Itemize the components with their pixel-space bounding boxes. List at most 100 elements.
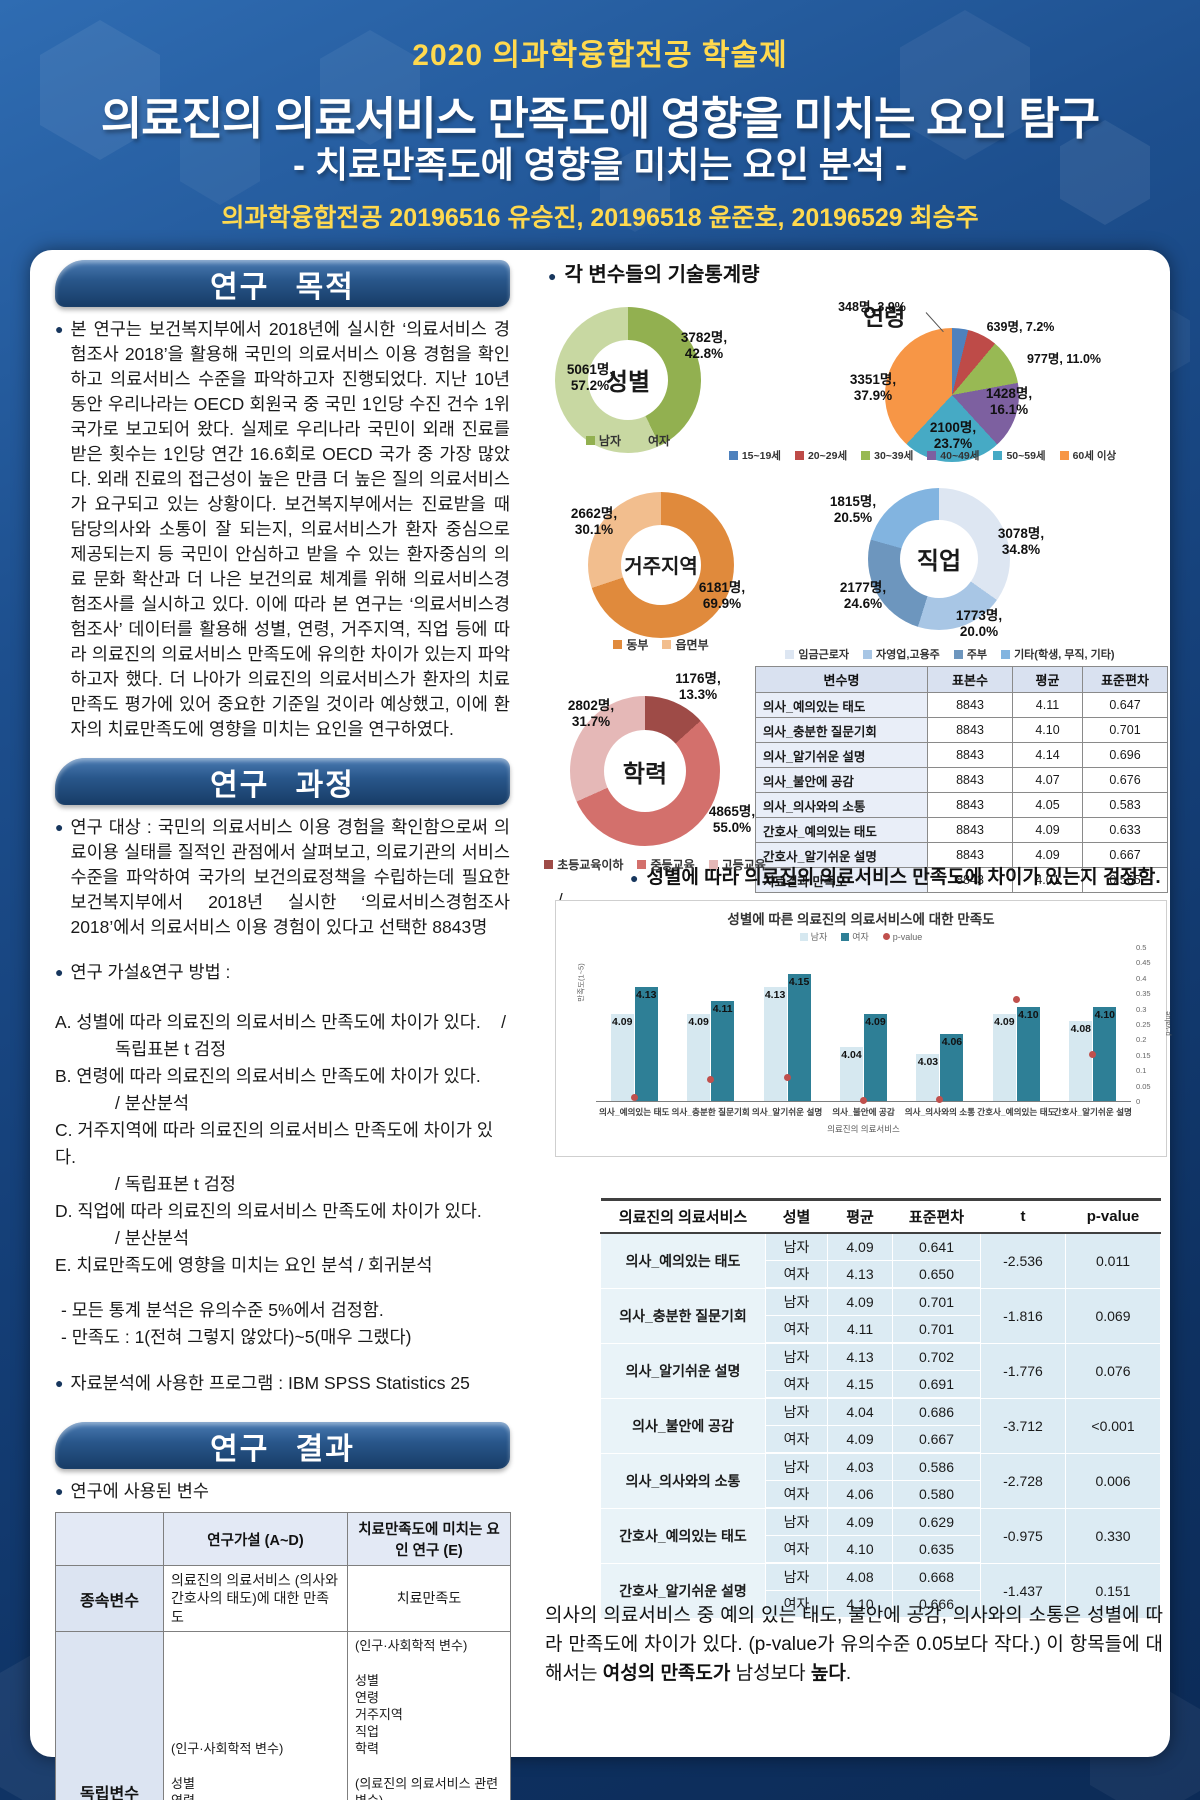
ttest-sd-cell: 0.586: [892, 1452, 981, 1481]
table-row: 치료결과 만족도 8843 4.01 0.565: [755, 867, 1168, 893]
age-label-20~29세: 639명, 7.2%: [986, 320, 1055, 334]
table-row: 독립변수 (인구·사회학적 변수) 성별 연령 거주지역 직업 (인구·사회학적…: [55, 1631, 511, 1800]
ttest-t-cell: -2.728: [980, 1452, 1066, 1509]
table-row: 간호사_알기쉬운 설명 8843 4.09 0.667: [755, 842, 1168, 868]
job-legend-item: 주부: [953, 646, 987, 662]
hypothesis-c-slash: [506, 1117, 510, 1171]
legend-item-label: 초등교육이하: [557, 858, 624, 872]
study-subject-text: 연구 대상 : 국민의 의료서비스 이용 경험을 확인함으로써 의료이용 실태를…: [70, 817, 510, 937]
variables-table-col2-header: 치료만족도에 미치는 요인 연구 (E): [347, 1512, 511, 1566]
residence-title: 거주지역: [624, 556, 698, 579]
ttest-header-cell: p-value: [1065, 1198, 1161, 1234]
label-line: 55.0%: [712, 820, 752, 836]
label-line: 42.8%: [684, 346, 724, 362]
bar-chart-title: 성별에 따른 의료진의 의료서비스에 대한 만족도: [727, 912, 995, 927]
ttest-t-cell: -0.975: [980, 1507, 1066, 1564]
pvalue-dot: [936, 1095, 944, 1103]
descriptive-stats-table: 변수명 표본수 평균 표준편차 의사_예의있는 태도 8843 4.11 0.647 의사_충분…: [755, 666, 1168, 893]
ttest-variable-cell: 의사_불안에 공감: [600, 1397, 766, 1454]
legend-swatch-icon: [799, 932, 808, 941]
legend-item-label: 15~19세: [741, 450, 781, 462]
left-column: 연구 목적 ● 본 연구는 보건복지부에서 2018년에 실시한 ‘의료서비스 …: [55, 260, 511, 1800]
desc-value-cell: 4.14: [1012, 742, 1083, 768]
legend-swatch-icon: [613, 640, 623, 649]
desc-variable-cell: 간호사_알기쉬운 설명: [755, 842, 928, 868]
ttest-p-cell: 0.011: [1065, 1232, 1161, 1289]
desc-value-cell: 8843: [927, 792, 1013, 818]
bar-value-label: 4.06: [941, 1036, 963, 1048]
note-significance: - 모든 통계 분석은 유의수준 5%에서 검정함.: [61, 1300, 384, 1320]
hypothesis-d-text: D. 직업에 따라 의료진의 의료서비스 만족도에 차이가 있다.: [55, 1201, 482, 1221]
ttest-sd-cell: 0.666: [892, 1590, 981, 1619]
right-axis-tick: 0.4: [1136, 973, 1147, 983]
ttest-gender-cell: 여자: [765, 1260, 828, 1289]
bar-value-label: 4.08: [1070, 1022, 1091, 1035]
legend-swatch-icon: [662, 640, 672, 649]
pvalue-dot: [783, 1074, 791, 1082]
methods-label-row: ● 연구 가설&연구 방법 :: [55, 960, 510, 985]
gender-title: 성별: [605, 369, 651, 397]
ttest-sd-cell: 0.667: [892, 1425, 981, 1454]
right-axis-label: p-value: [1162, 1011, 1172, 1036]
ttest-sd-cell: 0.701: [892, 1315, 981, 1344]
bar-value-label: 4.10: [1094, 1009, 1115, 1022]
label-line: 4865명,: [708, 804, 756, 819]
bar-여자-의사_불안에 공감: [864, 1013, 887, 1101]
ttest-p-cell: 0.069: [1065, 1287, 1161, 1344]
category-label: 의사_알기쉬운 설명: [751, 1107, 823, 1117]
label-line: 69.9%: [702, 596, 742, 612]
residence-label-동부: 6181명, 69.9%: [680, 580, 764, 613]
conclusion-seg: 남성보다: [730, 1662, 811, 1684]
right-axis-tick: 0.35: [1136, 989, 1151, 999]
gender-label-여자: 5061명, 57.2%: [550, 362, 630, 395]
label-line: 13.3%: [678, 687, 718, 703]
age-legend-item: 60세 이상: [1059, 448, 1116, 463]
label-line: 57.2%: [570, 378, 610, 394]
ttest-mean-cell: 4.11: [827, 1315, 893, 1344]
ttest-mean-cell: 4.09: [827, 1287, 893, 1316]
gender-pie: 성별: [555, 307, 701, 453]
hypothesis-d-slash: [506, 1198, 510, 1225]
bar-남자-의사_불안에 공감: [840, 1047, 863, 1101]
bullet-icon: ●: [55, 819, 64, 835]
ttest-gender-cell: 여자: [765, 1370, 828, 1399]
table-row: 여자 4.09 0.667: [601, 1425, 1161, 1454]
label-line: 6181명,: [698, 580, 746, 595]
category-label: 의사_충분한 질문기회: [671, 1107, 750, 1117]
variables-table-corner: [55, 1512, 164, 1566]
ttest-table: 의료진의 의료서비스 성별 평균 표준편차 t p-value 의사_예의있는 태도 남자 4.…: [600, 1198, 1161, 1619]
gender-legend-item: 여자: [635, 432, 670, 449]
desc-table-header-cell: 변수명: [755, 666, 928, 693]
table-row: 여자 4.10 0.635: [601, 1535, 1161, 1564]
ttest-gender-cell: 여자: [765, 1590, 828, 1619]
age-legend-item: 50~59세: [993, 448, 1046, 463]
ttest-header-cell: 성별: [765, 1198, 828, 1234]
table-row: 의사_알기쉬운 설명 8843 4.14 0.696: [755, 742, 1168, 768]
label-line: 1176명,: [675, 671, 721, 686]
section-header-results: 연구 결과: [55, 1422, 510, 1469]
ttest-gender-cell: 남자: [765, 1397, 828, 1426]
table-row: 여자 4.10 0.666: [601, 1590, 1161, 1619]
right-axis-tick: 0.15: [1136, 1050, 1151, 1060]
age-legend-item: 30~39세: [861, 448, 913, 463]
ttest-mean-cell: 4.09: [827, 1425, 893, 1454]
gender-label-남자: 3782명, 42.8%: [658, 330, 750, 363]
bullet-icon: ●: [55, 964, 64, 980]
vars-label-row: ● 연구에 사용된 변수: [55, 1479, 510, 1504]
ttest-gender-cell: 남자: [765, 1562, 828, 1591]
hypothesis-e-text: E. 치료만족도에 영향을 미치는 요인 분석 / 회귀분석: [55, 1255, 433, 1275]
bar-value-label: 4.15: [788, 975, 810, 988]
ttest-header-row: 의료진의 의료서비스 성별 평균 표준편차 t p-value: [600, 1198, 1161, 1234]
legend-item-label: 여자: [852, 932, 869, 942]
ttest-mean-cell: 4.06: [827, 1480, 893, 1509]
label-line: 2177명,: [839, 580, 887, 595]
bar-남자-의사_알기쉬운 설명: [763, 987, 787, 1101]
right-axis-tick: 0.5: [1136, 943, 1147, 952]
table-row: 여자 4.11 0.701: [601, 1315, 1161, 1344]
legend-swatch-icon: [794, 451, 804, 460]
right-axis-tick: 0.1: [1136, 1066, 1147, 1076]
bar-value-label: 4.11: [712, 1002, 733, 1015]
ttest-variable-cell: 간호사_예의있는 태도: [600, 1507, 766, 1564]
legend-swatch-icon: [637, 860, 647, 869]
legend-item-label: 30~39세: [874, 450, 914, 462]
